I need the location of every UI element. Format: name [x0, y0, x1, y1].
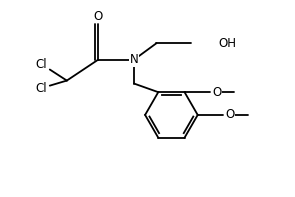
Text: O: O: [212, 86, 221, 99]
Text: Cl: Cl: [36, 82, 47, 95]
Text: O: O: [94, 10, 103, 23]
Text: O: O: [225, 108, 234, 121]
Text: OH: OH: [219, 37, 237, 50]
Text: Cl: Cl: [36, 58, 47, 71]
Text: N: N: [130, 53, 138, 66]
